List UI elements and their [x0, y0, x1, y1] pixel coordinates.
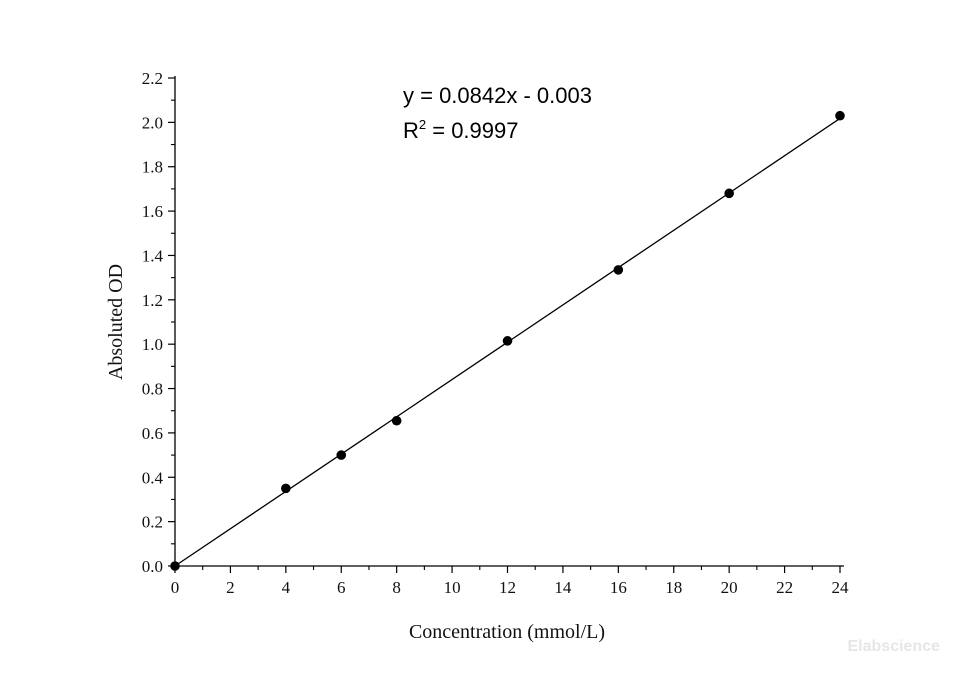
data-point — [336, 450, 347, 460]
y-tick-label: 1.8 — [142, 158, 163, 177]
data-point — [281, 483, 291, 494]
y-tick-label: 1.2 — [142, 291, 163, 310]
y-tick-label: 0.4 — [142, 468, 164, 487]
x-tick-label: 6 — [337, 578, 346, 597]
x-axis-title: Concentration (mmol/L) — [409, 621, 605, 643]
r-squared: R2 = 0.9997 — [403, 117, 519, 143]
x-axis-ticks: 0 2 4 6 8 10 12 14 16 18 20 22 24 — [171, 566, 849, 597]
x-tick-label: 16 — [610, 578, 627, 597]
data-point — [613, 265, 624, 275]
y-axis-title: Absoluted OD — [105, 264, 127, 380]
y-tick-label: 1.0 — [142, 335, 163, 354]
data-point — [502, 336, 513, 346]
x-tick-label: 2 — [226, 578, 235, 597]
data-point — [724, 188, 734, 199]
x-tick-label: 0 — [171, 578, 180, 597]
y-tick-label: 1.4 — [142, 246, 164, 265]
x-tick-label: 12 — [499, 578, 516, 597]
y-axis-ticks: 0.0 0.2 0.4 0.6 0.8 1.0 1.2 1.4 1.6 1.8 2.0 2.2 — [142, 69, 175, 576]
r-squared-exponent: 2 — [419, 117, 426, 132]
data-point — [835, 110, 845, 121]
data-point — [391, 415, 402, 426]
x-tick-label: 24 — [832, 578, 850, 597]
y-tick-label: 2.0 — [142, 113, 163, 132]
r-squared-symbol: R — [403, 118, 419, 143]
fit-equation: y = 0.0842x - 0.003 — [403, 83, 592, 108]
r-squared-value: = 0.9997 — [426, 118, 518, 143]
x-tick-label: 18 — [665, 578, 682, 597]
axes — [174, 76, 844, 567]
watermark-logo: Elabscience — [848, 638, 941, 655]
y-tick-label: 2.2 — [142, 69, 163, 88]
data-points — [170, 110, 845, 571]
x-tick-label: 22 — [776, 578, 793, 597]
x-tick-label: 4 — [282, 578, 291, 597]
y-tick-label: 1.6 — [142, 202, 163, 221]
x-tick-label: 20 — [721, 578, 738, 597]
x-tick-label: 8 — [392, 578, 401, 597]
y-tick-label: 0.0 — [142, 557, 163, 576]
y-tick-label: 0.2 — [142, 513, 163, 532]
y-tick-label: 0.8 — [142, 380, 163, 399]
x-tick-label: 10 — [444, 578, 461, 597]
y-tick-label: 0.6 — [142, 424, 163, 443]
x-tick-label: 14 — [554, 578, 572, 597]
data-point — [170, 561, 180, 571]
